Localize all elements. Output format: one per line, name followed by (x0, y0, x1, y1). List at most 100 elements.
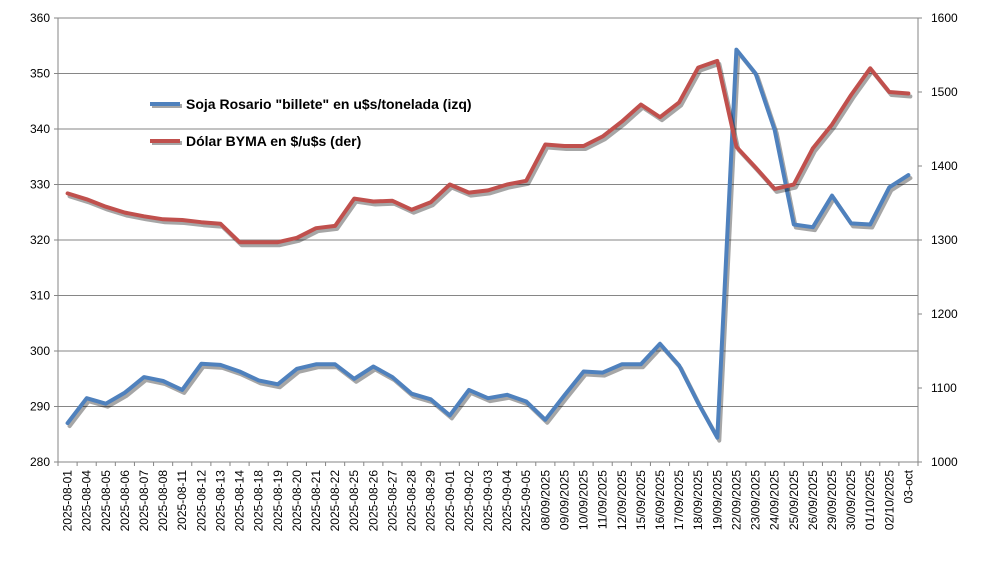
x-axis-tick-label: 29/09/2025 (825, 470, 839, 530)
data-point-0 (849, 222, 853, 225)
data-point-0 (639, 363, 643, 366)
data-point-1 (620, 120, 623, 123)
data-point-1 (544, 143, 547, 146)
x-axis-tick-label: 2025-08-27 (385, 470, 399, 532)
x-axis-tick-label: 25/09/2025 (787, 470, 801, 530)
data-point-1 (448, 183, 451, 186)
data-point-0 (467, 388, 471, 392)
x-axis-tick-label: 03-oct (901, 469, 915, 503)
data-point-1 (85, 198, 88, 201)
data-point-1 (792, 183, 795, 186)
data-point-0 (525, 400, 528, 403)
data-point-1 (639, 103, 643, 106)
data-point-1 (276, 241, 279, 244)
data-point-1 (601, 135, 604, 138)
left-axis-tick-label: 330 (30, 178, 50, 192)
x-axis-tick-label: 19/09/2025 (710, 470, 724, 530)
data-point-0 (773, 128, 776, 132)
data-point-1 (104, 205, 108, 208)
right-axis-tick-label: 1300 (931, 233, 958, 247)
data-point-1 (391, 199, 394, 202)
x-axis-tick-label: 2025-08-13 (213, 470, 227, 532)
data-point-0 (295, 367, 299, 370)
data-point-1 (467, 191, 471, 194)
data-point-0 (582, 370, 585, 373)
data-point-1 (658, 116, 662, 119)
left-axis-tick-label: 280 (30, 455, 50, 469)
x-axis-tick-label: 2025-09-03 (481, 470, 495, 532)
data-point-0 (505, 393, 509, 396)
data-point-1 (257, 241, 260, 244)
x-axis-tick-label: 11/09/2025 (596, 470, 610, 529)
data-point-0 (601, 371, 604, 374)
data-point-1 (582, 144, 585, 148)
data-point-1 (697, 66, 700, 69)
data-point-1 (735, 145, 738, 148)
x-axis-tick-label: 2025-08-08 (156, 470, 170, 532)
data-point-1 (314, 227, 318, 230)
data-point-1 (849, 93, 853, 97)
data-point-0 (830, 194, 834, 197)
data-point-0 (66, 421, 69, 425)
data-point-1 (677, 101, 681, 104)
data-point-0 (754, 72, 757, 75)
data-point-0 (869, 223, 872, 226)
right-axis-tick-label: 1500 (931, 85, 958, 99)
x-axis-tick-label: 2025-08-19 (271, 470, 285, 532)
x-axis-tick-label: 2025-08-18 (252, 470, 266, 532)
x-axis-tick-label: 26/09/2025 (806, 470, 820, 530)
x-axis-tick-label: 2025-09-02 (462, 470, 476, 532)
x-axis-tick-label: 30/09/2025 (844, 470, 858, 530)
left-axis-tick-label: 290 (30, 400, 50, 414)
x-axis-tick-label: 2025-08-21 (309, 470, 323, 532)
data-point-1 (525, 179, 528, 182)
x-axis-tick-label: 10/09/2025 (577, 470, 591, 530)
data-point-1 (754, 166, 757, 169)
data-point-0 (353, 377, 356, 380)
x-axis-tick-label: 01/10/2025 (863, 470, 877, 530)
data-point-0 (238, 370, 241, 373)
x-axis-tick-label: 2025-08-20 (290, 470, 304, 532)
x-axis-tick-label: 2025-08-28 (405, 470, 419, 532)
data-point-0 (410, 392, 413, 395)
data-point-1 (429, 201, 432, 204)
data-point-0 (486, 397, 490, 400)
data-point-1 (142, 215, 146, 218)
data-point-0 (907, 173, 910, 177)
data-point-0 (429, 398, 432, 401)
x-axis-tick-label: 2025-09-01 (443, 470, 457, 532)
data-point-0 (314, 363, 318, 366)
data-point-0 (142, 375, 146, 379)
left-axis-tick-label: 350 (30, 67, 50, 81)
data-point-1 (123, 211, 127, 214)
data-point-0 (620, 363, 623, 366)
data-point-0 (448, 414, 451, 417)
left-axis-tick-label: 360 (30, 11, 50, 25)
data-point-0 (716, 436, 719, 439)
legend-label-1: Dólar BYMA en $/u$s (der) (186, 133, 361, 149)
x-axis-tick-label: 08/09/2025 (538, 470, 552, 530)
data-point-1 (773, 187, 776, 191)
data-point-0 (544, 418, 547, 421)
data-point-1 (410, 208, 413, 211)
x-axis-tick-label: 2025-08-22 (328, 470, 342, 532)
x-axis-tick-label: 2025-08-12 (194, 470, 208, 532)
data-point-1 (869, 67, 872, 70)
x-axis-tick-label: 2025-08-01 (61, 470, 75, 532)
x-axis-tick-label: 17/09/2025 (672, 470, 686, 530)
x-axis-tick-label: 2025-09-05 (519, 470, 533, 532)
data-point-0 (219, 363, 222, 367)
data-point-1 (830, 123, 834, 126)
data-point-1 (295, 236, 299, 239)
data-point-1 (907, 92, 910, 95)
left-axis-tick-label: 310 (30, 289, 50, 303)
x-axis-tick-label: 2025-08-05 (99, 470, 113, 532)
data-point-0 (563, 394, 566, 397)
x-axis-tick-label: 2025-08-26 (366, 470, 380, 532)
x-axis-tick-label: 2025-08-07 (137, 470, 151, 532)
data-point-1 (200, 221, 203, 224)
x-axis-tick-label: 2025-08-25 (347, 470, 361, 532)
right-axis-tick-label: 1600 (931, 11, 958, 25)
